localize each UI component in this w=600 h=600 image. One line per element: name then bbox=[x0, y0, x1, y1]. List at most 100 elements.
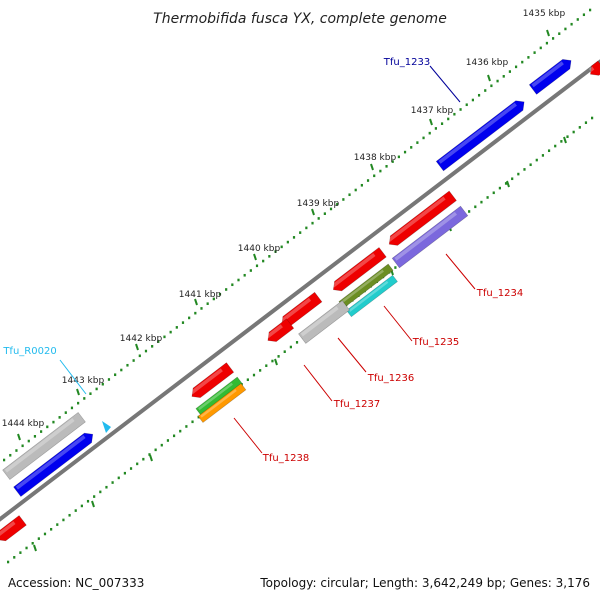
outer-major-tick bbox=[194, 298, 198, 306]
inner-dot bbox=[486, 196, 489, 199]
gene-callouts: Tfu_1233 Tfu_R0020 Tfu_1234 Tfu_1235 Tfu_123… bbox=[2, 57, 523, 464]
outer-dot bbox=[558, 32, 561, 35]
outer-major-tick bbox=[311, 208, 315, 216]
tick-label: 1435 kbp bbox=[523, 9, 566, 19]
outer-dot bbox=[366, 179, 370, 182]
inner-dot bbox=[31, 542, 34, 545]
outer-dot bbox=[422, 136, 425, 140]
inner-dot bbox=[271, 359, 274, 363]
trna-marker[interactable] bbox=[102, 421, 111, 433]
outer-dot bbox=[385, 165, 388, 168]
inner-dot bbox=[56, 523, 59, 526]
inner-dot bbox=[541, 154, 545, 157]
gene-block-forward[interactable] bbox=[528, 56, 574, 95]
inner-dot bbox=[197, 415, 200, 419]
outer-major-tick bbox=[370, 163, 374, 171]
gene-label[interactable]: Tfu_1234 bbox=[476, 288, 523, 299]
outer-dot bbox=[527, 56, 530, 59]
inner-dot bbox=[172, 434, 176, 438]
tick-label: 1438 kbp bbox=[354, 153, 397, 163]
inner-dot bbox=[185, 425, 188, 428]
outer-major-tick bbox=[429, 118, 433, 126]
outer-major-tick bbox=[253, 253, 257, 261]
inner-tick-dots bbox=[7, 116, 594, 564]
inner-dot bbox=[74, 509, 77, 512]
accession-text: Accession: NC_007333 bbox=[8, 576, 144, 590]
outer-dot bbox=[477, 93, 481, 97]
outer-dot bbox=[459, 108, 462, 111]
gene-block-pseudo[interactable] bbox=[2, 412, 86, 480]
outer-dot bbox=[373, 174, 376, 178]
inner-dot bbox=[289, 345, 292, 349]
outer-dot bbox=[231, 283, 234, 287]
outer-dot bbox=[225, 288, 228, 291]
callout-leader-line bbox=[59, 359, 87, 395]
inner-major-tick bbox=[506, 180, 510, 188]
inner-dot bbox=[129, 467, 133, 470]
outer-dot bbox=[83, 397, 86, 400]
gene-block-tfu-1235[interactable] bbox=[346, 274, 398, 318]
inner-dot bbox=[295, 341, 299, 344]
callout-leader-line bbox=[383, 305, 413, 342]
inner-dot bbox=[504, 182, 508, 185]
gene-block-reverse[interactable] bbox=[330, 247, 387, 294]
gene-label[interactable]: Tfu_1233 bbox=[383, 57, 430, 68]
callout-leader-line bbox=[233, 417, 263, 454]
gene-block-reverse[interactable] bbox=[188, 362, 235, 402]
outer-dot bbox=[70, 406, 74, 410]
tick-label: 1443 kbp bbox=[62, 376, 105, 386]
genome-summary-text: Topology: circular; Length: 3,642,249 bp… bbox=[259, 576, 590, 590]
inner-dot bbox=[474, 205, 477, 209]
inner-dot bbox=[246, 378, 249, 382]
outer-dot bbox=[342, 198, 345, 201]
outer-dot bbox=[249, 269, 252, 272]
tick-labels: 1435 kbp 1436 kbp 1437 kbp 1438 kbp 1439 kbp… bbox=[2, 9, 566, 429]
outer-dot bbox=[496, 79, 499, 83]
gene-block-tfu-1237[interactable] bbox=[264, 318, 295, 346]
outer-dot bbox=[138, 354, 141, 358]
inner-dot bbox=[517, 172, 520, 176]
gene-block-tfu-1234[interactable] bbox=[391, 205, 469, 269]
gene-block-green[interactable] bbox=[195, 376, 243, 416]
outer-dot bbox=[465, 103, 468, 107]
gene-label[interactable]: Tfu_1237 bbox=[333, 399, 380, 410]
tick-label: 1437 kbp bbox=[411, 106, 454, 116]
outer-dot bbox=[533, 51, 536, 54]
inner-dot bbox=[136, 462, 139, 466]
outer-dot bbox=[243, 273, 246, 277]
inner-dot bbox=[50, 527, 53, 531]
inner-dot bbox=[37, 537, 40, 540]
gene-block-reverse[interactable] bbox=[587, 60, 600, 79]
outer-dot bbox=[237, 278, 240, 282]
outer-dot bbox=[545, 41, 549, 45]
outer-dot bbox=[305, 226, 308, 230]
gene-block-tfu-1233[interactable] bbox=[435, 97, 528, 172]
outer-dot bbox=[64, 411, 67, 414]
gene-label[interactable]: Tfu_R0020 bbox=[2, 346, 56, 357]
outer-dot bbox=[570, 22, 573, 26]
inner-dot bbox=[560, 140, 563, 143]
gene-block-reverse[interactable] bbox=[0, 515, 27, 545]
gene-label[interactable]: Tfu_1235 bbox=[412, 337, 459, 348]
gene-block-tfu-1238[interactable] bbox=[197, 383, 247, 423]
inner-dot bbox=[480, 200, 483, 204]
outer-dot bbox=[286, 240, 289, 244]
gene-label[interactable]: Tfu_1238 bbox=[262, 453, 309, 464]
gene-block-reverse[interactable] bbox=[386, 190, 457, 249]
outer-major-tick bbox=[487, 74, 491, 82]
outer-dot bbox=[484, 89, 487, 92]
gene-block-tfu-1236[interactable] bbox=[298, 300, 350, 344]
outer-dot bbox=[564, 27, 567, 31]
outer-dot bbox=[280, 245, 283, 249]
outer-dot bbox=[311, 221, 314, 225]
outer-dot bbox=[268, 255, 271, 258]
outer-dot bbox=[299, 231, 302, 234]
inner-dot bbox=[584, 121, 588, 124]
inner-major-tick bbox=[91, 500, 95, 508]
tick-label: 1444 kbp bbox=[2, 419, 45, 429]
outer-dot bbox=[292, 236, 296, 239]
inner-major-tick bbox=[274, 358, 278, 366]
gene-label[interactable]: Tfu_1236 bbox=[367, 373, 414, 384]
outer-dot bbox=[3, 458, 6, 462]
gene-block-forward[interactable] bbox=[13, 429, 97, 497]
